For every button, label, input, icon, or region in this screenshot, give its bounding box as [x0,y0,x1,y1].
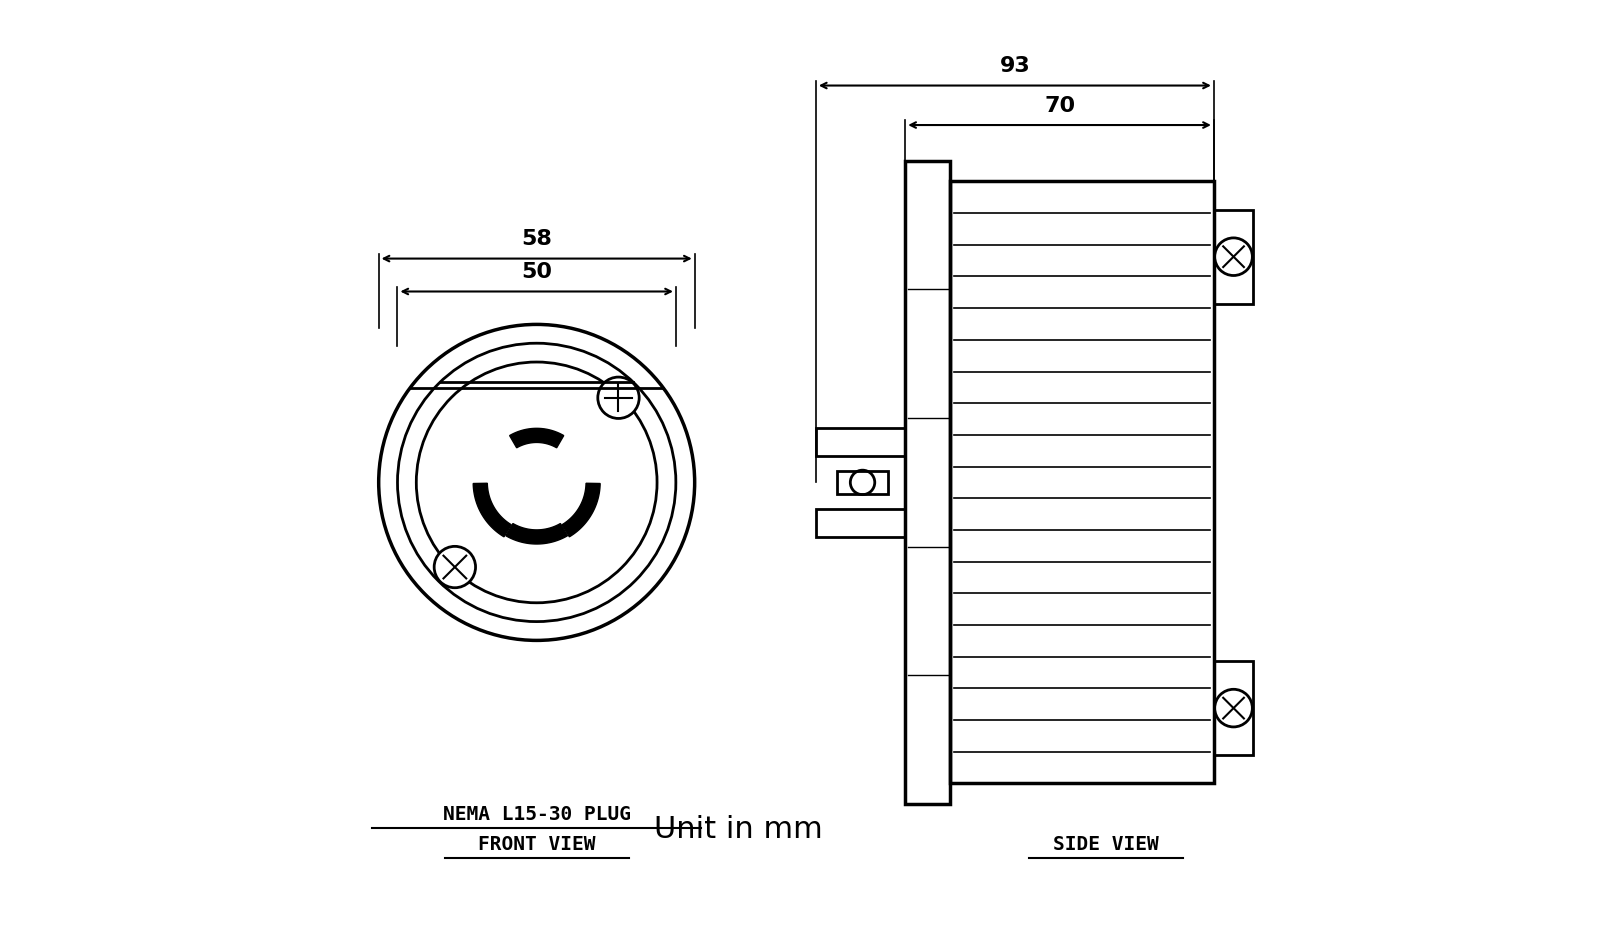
Text: 58: 58 [522,229,552,249]
Bar [816,509,906,537]
Text: 93: 93 [1000,56,1030,76]
Bar [816,428,906,456]
Text: SIDE VIEW: SIDE VIEW [1053,835,1158,854]
Circle shape [1214,237,1253,275]
Text: 50: 50 [522,262,552,282]
Polygon shape [510,429,563,447]
Bar [906,161,950,804]
Circle shape [598,377,638,418]
Bar [837,471,888,494]
Polygon shape [474,483,512,536]
Text: FRONT VIEW: FRONT VIEW [478,835,595,854]
Circle shape [434,547,475,587]
Polygon shape [506,523,568,544]
Bar [1214,210,1253,304]
Bar [950,182,1214,783]
Text: NEMA L15-30 PLUG: NEMA L15-30 PLUG [443,805,630,824]
Bar [1214,661,1253,755]
Polygon shape [562,483,600,536]
Text: Unit in mm: Unit in mm [654,815,824,844]
Circle shape [1214,690,1253,727]
Text: 70: 70 [1045,96,1075,115]
